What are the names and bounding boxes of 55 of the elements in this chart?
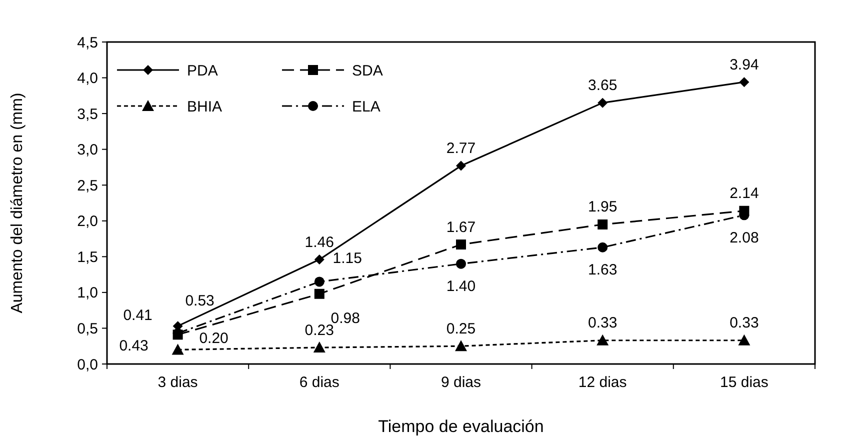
data-label: 1.40: [446, 278, 476, 296]
x-tick-label: 6 dias: [299, 374, 340, 391]
data-label: 1.63: [588, 262, 618, 279]
point: [314, 288, 324, 299]
point: [314, 276, 324, 287]
data-label: 0.20: [199, 330, 228, 347]
data-label: 0.25: [446, 320, 476, 338]
point: [314, 254, 324, 265]
data-label: 0.33: [588, 314, 618, 332]
data-label: 3.94: [730, 56, 759, 74]
point: [172, 344, 184, 355]
x-tick-label: 9 dias: [440, 374, 482, 391]
data-label: 0.23: [304, 322, 334, 339]
point: [456, 240, 466, 250]
x-tick-label: 3 dias: [158, 374, 198, 391]
x-tick-label: 15 dias: [720, 374, 768, 391]
y-tick-label: 1,0: [77, 284, 98, 302]
y-tick-label: 4,0: [77, 70, 98, 88]
y-tick-label: 3,0: [77, 142, 98, 159]
data-label: 2.77: [446, 140, 476, 158]
legend-label: BHIA: [187, 98, 222, 116]
data-label: 2.14: [730, 185, 759, 202]
data-label: 2.08: [730, 229, 759, 246]
y-tick-label: 4,5: [77, 34, 98, 52]
point: [598, 98, 608, 108]
legend-label: PDA: [187, 62, 218, 80]
point: [739, 77, 750, 88]
y-tick-label: 0,0: [77, 356, 98, 374]
data-label: 0.41: [123, 306, 152, 324]
data-label: 1.46: [304, 234, 334, 251]
data-label: 0.53: [185, 292, 214, 310]
legend-label: SDA: [352, 62, 383, 80]
point: [456, 160, 466, 171]
data-label: 1.15: [332, 250, 362, 267]
point: [598, 219, 608, 230]
x-tick-label: 12 dias: [578, 374, 627, 391]
data-label: 1.67: [446, 218, 476, 236]
point: [456, 258, 466, 269]
point: [313, 342, 326, 353]
legend-label: ELA: [352, 98, 380, 116]
data-label: 1.95: [588, 198, 618, 216]
point: [455, 340, 467, 352]
y-tick-label: 0,5: [77, 320, 98, 338]
point: [596, 334, 609, 346]
y-tick-label: 2,5: [77, 177, 98, 194]
point: [738, 334, 750, 346]
y-axis-title: Aumento del diámetro en (mm): [9, 92, 26, 314]
y-tick-label: 3,5: [77, 106, 98, 123]
data-label: 0.43: [119, 337, 148, 354]
data-label: 0.33: [730, 314, 759, 332]
x-axis-title: Tiempo de evaluación: [378, 417, 544, 436]
data-label: 3.65: [588, 77, 618, 94]
point: [598, 242, 608, 252]
y-tick-label: 2,0: [77, 213, 98, 230]
y-tick-label: 1,5: [77, 248, 98, 266]
